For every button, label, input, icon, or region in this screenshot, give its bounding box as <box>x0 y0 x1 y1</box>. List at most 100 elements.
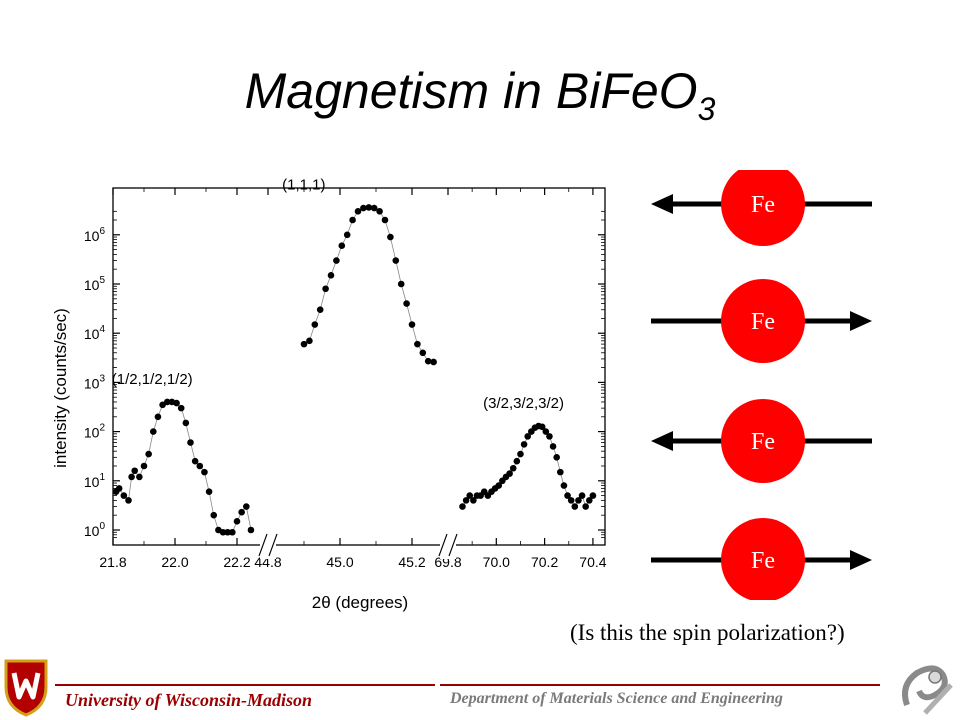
data-point <box>243 503 250 510</box>
data-point <box>338 242 346 250</box>
x-axis-title: 2θ (degrees) <box>312 593 408 612</box>
spin-diagram: Fe Fe Fe Fe <box>651 170 872 600</box>
axis-break-mark <box>268 533 278 557</box>
data-point <box>397 280 405 288</box>
data-point <box>571 503 579 510</box>
fe-atom-label: Fe <box>751 429 775 455</box>
fe-atom-label: Fe <box>751 548 775 574</box>
spin-arrowhead <box>651 194 673 214</box>
data-point <box>322 285 329 293</box>
data-point <box>343 231 351 239</box>
data-point <box>360 204 367 212</box>
data-point <box>376 208 383 215</box>
spin-arrowhead <box>850 311 872 331</box>
y-tick-label: 104 <box>84 324 106 342</box>
data-point <box>327 272 335 279</box>
data-point <box>370 204 378 212</box>
data-point <box>419 349 427 357</box>
plot-frame <box>112 187 606 546</box>
data-point <box>191 457 199 465</box>
data-point <box>549 443 557 450</box>
data-point <box>564 492 571 499</box>
data-point <box>316 306 324 314</box>
data-point <box>205 488 213 496</box>
x-tick-label: 70.0 <box>483 554 510 570</box>
footer-rule-right <box>440 684 880 686</box>
axis-break-gap <box>260 531 276 559</box>
data-point <box>306 337 313 345</box>
axis-break-mark <box>448 533 458 557</box>
data-point <box>578 492 586 499</box>
fe-atom-label: Fe <box>751 192 775 218</box>
x-tick-label: 22.2 <box>223 554 250 570</box>
x-tick-label: 21.8 <box>99 554 126 570</box>
data-point <box>115 485 123 492</box>
data-point <box>582 503 589 510</box>
data-point <box>586 497 593 504</box>
data-point <box>154 413 162 421</box>
data-point <box>349 216 356 224</box>
axis-break-gap <box>440 531 456 559</box>
y-tick-label: 101 <box>84 472 106 490</box>
data-point <box>408 321 416 328</box>
diffraction-chart: 100 101 102 103 104 105 106 intensity (counts/s… <box>51 176 607 612</box>
data-point <box>403 300 410 307</box>
data-point <box>509 464 517 472</box>
data-point <box>219 528 227 536</box>
engineering-swirl-icon <box>902 665 953 715</box>
data-point <box>300 340 308 348</box>
fe-atom <box>721 518 805 600</box>
uw-crest-icon <box>4 659 48 717</box>
data-point <box>553 454 560 461</box>
data-point <box>150 428 157 435</box>
data-point <box>538 423 546 431</box>
data-point <box>229 528 236 536</box>
data-point <box>140 462 148 470</box>
y-tick-label: 106 <box>84 226 106 244</box>
x-tick-label: 45.0 <box>326 554 353 570</box>
data-point <box>163 398 171 406</box>
data-point <box>459 503 466 510</box>
data-point <box>524 433 532 440</box>
data-point <box>392 257 400 264</box>
data-point <box>567 497 575 504</box>
fe-atom <box>721 279 805 363</box>
spin-arrowhead <box>651 431 673 451</box>
data-point <box>136 473 143 481</box>
footer-rule-left <box>55 684 435 686</box>
data-point <box>233 518 241 525</box>
data-point <box>238 508 245 516</box>
data-point <box>495 482 503 489</box>
x-tick-label: 45.2 <box>398 554 425 570</box>
data-point <box>196 462 204 470</box>
data-point <box>128 473 135 481</box>
x-tick-label: 70.2 <box>531 554 558 570</box>
data-point <box>506 470 513 477</box>
peak-label: (1/2,1/2,1/2) <box>112 371 193 388</box>
data-point <box>145 450 152 458</box>
data-point <box>247 526 255 534</box>
x-tick-label: 22.0 <box>161 554 188 570</box>
x-tick-label: 70.4 <box>579 554 606 570</box>
footer-university: University of Wisconsin-Madison <box>65 690 313 710</box>
data-point <box>354 208 362 215</box>
data-point <box>520 441 528 448</box>
data-point <box>470 497 477 504</box>
data-point <box>542 428 550 435</box>
data-point <box>173 399 180 407</box>
peak-label: (3/2,3/2,3/2) <box>483 395 564 412</box>
spin-arrowhead <box>850 550 872 570</box>
axis-break-mark <box>438 533 448 557</box>
title-main: Magnetism in BiFeO <box>244 63 698 119</box>
data-point <box>589 492 597 499</box>
data-point <box>177 404 185 412</box>
data-point <box>201 468 208 476</box>
fe-atom <box>721 170 805 246</box>
data-point <box>414 340 421 348</box>
data-point <box>546 433 553 440</box>
data-point <box>466 492 474 499</box>
spin-question-text: (Is this the spin polarization?) <box>570 620 845 645</box>
data-point <box>120 492 128 499</box>
data-point <box>365 204 373 211</box>
fe-atom-label: Fe <box>751 309 775 335</box>
